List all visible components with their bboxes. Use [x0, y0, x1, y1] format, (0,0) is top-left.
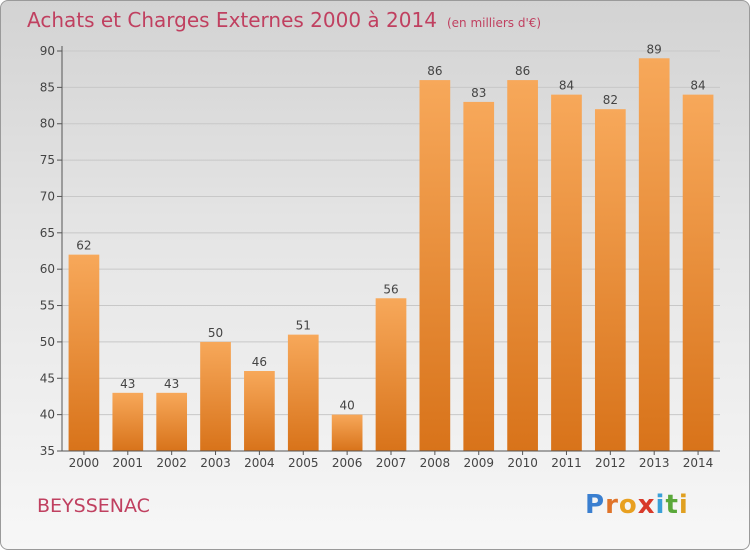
- x-tick-label: 2000: [69, 456, 100, 470]
- chart-unit: (en milliers d'€): [446, 16, 542, 30]
- data-label: 83: [471, 86, 486, 100]
- y-tick-label: 45: [40, 371, 55, 385]
- y-tick-label: 60: [40, 262, 55, 276]
- y-tick-label: 80: [40, 117, 55, 131]
- x-tick-label: 2010: [507, 456, 538, 470]
- place-name: BEYSSENAC: [37, 495, 150, 517]
- y-tick-label: 85: [40, 80, 55, 94]
- bar: [331, 414, 363, 451]
- data-label: 84: [559, 79, 574, 93]
- bar: [375, 298, 407, 451]
- logo-letter: P: [585, 490, 606, 520]
- bar: [419, 80, 451, 451]
- x-tick-label: 2007: [376, 456, 407, 470]
- bar: [463, 101, 495, 451]
- y-tick-label: 35: [40, 444, 55, 458]
- bar: [156, 392, 188, 451]
- bar: [112, 392, 144, 451]
- y-tick-label: 40: [40, 408, 55, 422]
- x-tick-label: 2005: [288, 456, 319, 470]
- x-tick-label: 2002: [156, 456, 187, 470]
- proxiti-logo: Proxiti: [585, 490, 689, 520]
- data-label: 56: [383, 282, 398, 296]
- y-tick-label: 50: [40, 335, 55, 349]
- x-tick-label: 2011: [551, 456, 582, 470]
- y-tick-label: 55: [40, 299, 55, 313]
- y-tick-label: 75: [40, 153, 55, 167]
- data-label: 43: [164, 377, 179, 391]
- bar: [638, 58, 670, 451]
- data-label: 89: [647, 42, 662, 56]
- bar: [682, 94, 714, 452]
- bar: [287, 334, 319, 451]
- bar: [507, 80, 538, 451]
- y-tick-label: 90: [40, 44, 55, 58]
- data-label: 62: [76, 239, 91, 253]
- data-labels: 62 43 43 50 46 51 40 56 86 83 86 84 82 89 84: [76, 42, 705, 412]
- data-label: 40: [339, 399, 354, 413]
- data-label: 43: [120, 377, 135, 391]
- logo-letter: i: [655, 490, 666, 520]
- bar: [594, 109, 626, 451]
- x-tick-label: 2001: [113, 456, 144, 470]
- bar: [551, 94, 582, 452]
- x-tick-label: 2014: [683, 456, 714, 470]
- data-label: 50: [208, 326, 223, 340]
- data-label: 86: [427, 64, 442, 78]
- data-label: 51: [296, 319, 311, 333]
- logo-letter: r: [605, 490, 619, 520]
- x-tick-label: 2003: [200, 456, 231, 470]
- x-tick-label: 2004: [244, 456, 275, 470]
- data-label: 86: [515, 64, 530, 78]
- x-tick-label: 2006: [332, 456, 363, 470]
- bar: [244, 371, 275, 451]
- chart-title-text: Achats et Charges Externes 2000 à 2014: [27, 8, 437, 32]
- x-tick-label: 2012: [595, 456, 626, 470]
- chart-title: Achats et Charges Externes 2000 à 2014 (e…: [27, 8, 541, 32]
- bars: [68, 58, 714, 452]
- y-tick-label: 70: [40, 189, 55, 203]
- data-label: 82: [603, 93, 618, 107]
- x-tick-label: 2009: [463, 456, 494, 470]
- data-label: 46: [252, 355, 267, 369]
- y-tick-label: 65: [40, 226, 55, 240]
- bar: [200, 341, 231, 451]
- axes: 35 40 45 50 55 60 65 70 75 80 85 90 2000 2001 2002 2003…: [40, 44, 720, 470]
- logo-letter: i: [678, 490, 689, 520]
- logo-letter: o: [618, 490, 638, 520]
- logo-letter: x: [637, 490, 656, 520]
- logo-letter: t: [665, 490, 679, 520]
- x-tick-label: 2008: [420, 456, 451, 470]
- data-label: 84: [690, 79, 705, 93]
- x-tick-label: 2013: [639, 456, 670, 470]
- bar: [68, 254, 100, 451]
